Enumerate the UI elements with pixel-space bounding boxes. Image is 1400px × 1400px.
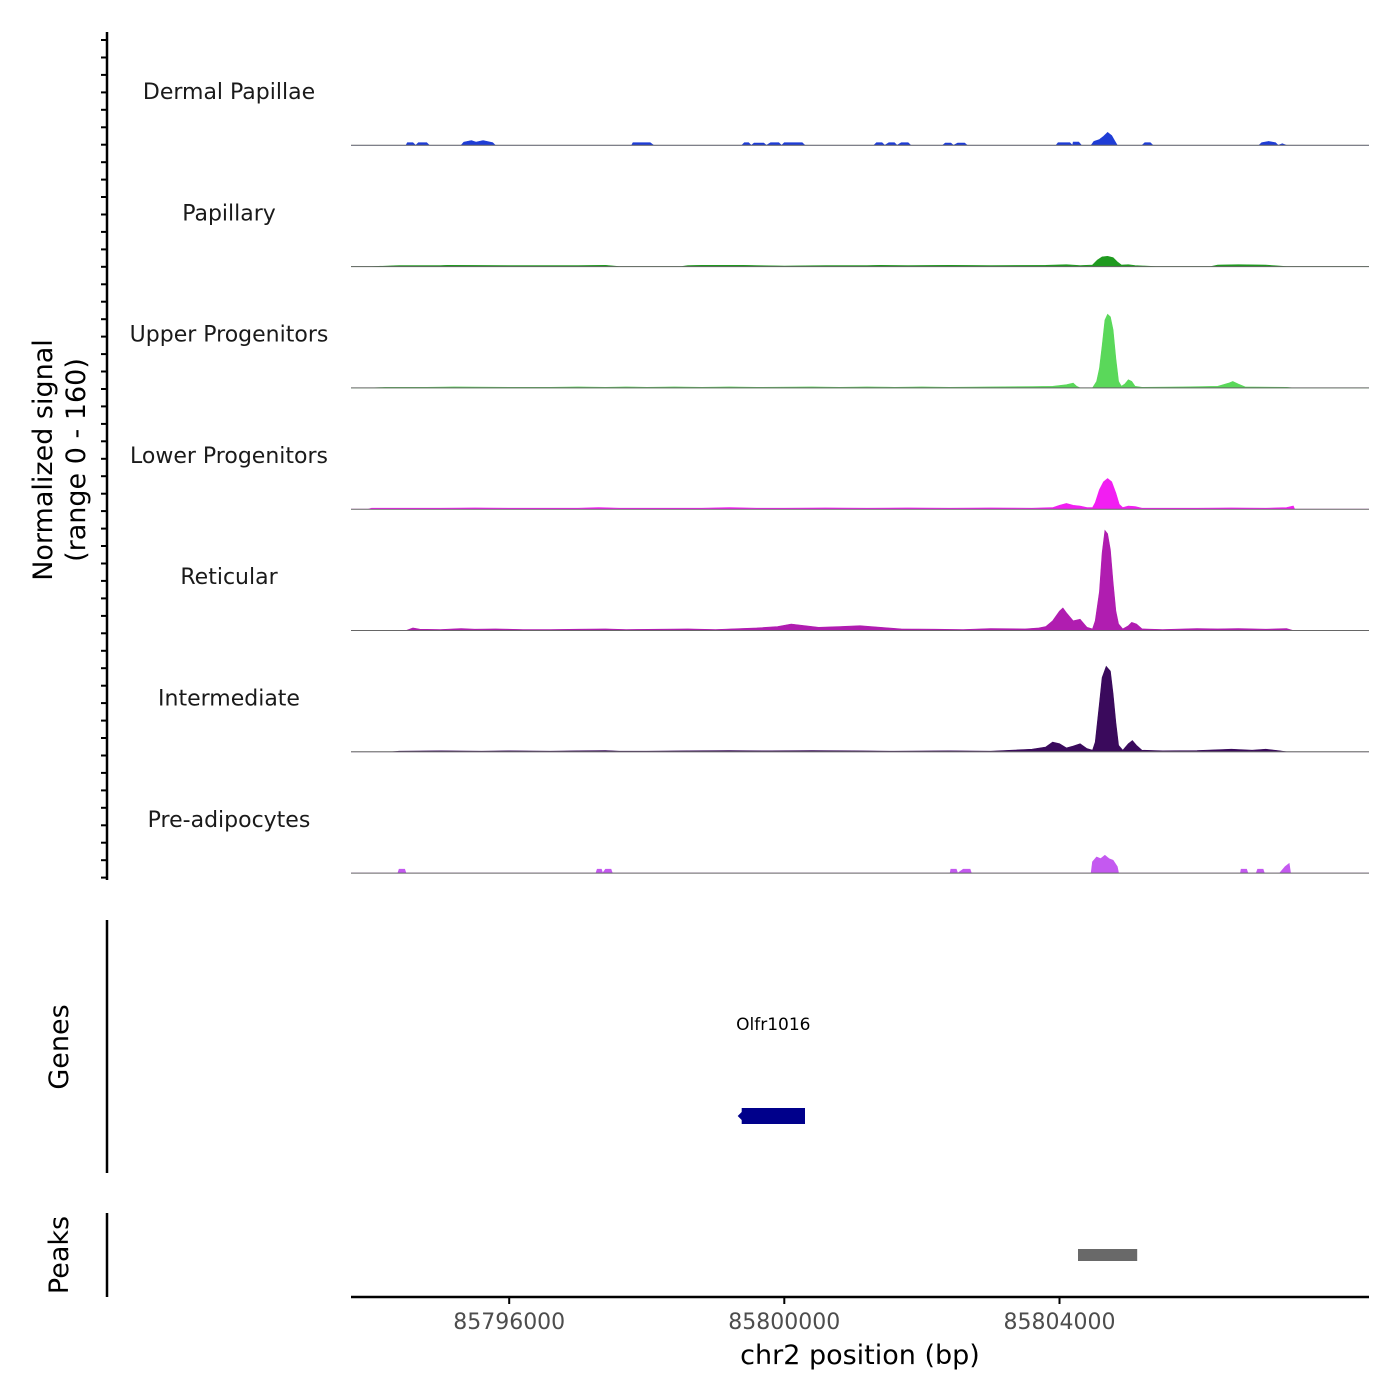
peaks-track-title: Peaks	[44, 1216, 75, 1294]
coverage-area-2	[351, 313, 1369, 389]
gene-annotations: Olfr1016	[736, 1015, 810, 1124]
track-label: Papillary	[182, 201, 276, 226]
coverage-area-1	[351, 255, 1369, 267]
coverage-area-6	[351, 854, 1369, 874]
peak-region	[1078, 1249, 1138, 1261]
y-axis-title-range: (range 0 - 160)	[61, 358, 92, 562]
coverage-area-0	[351, 132, 1369, 146]
y-axis-title-main: Normalized signal	[28, 339, 59, 581]
gene-body	[741, 1108, 805, 1124]
x-axis-title: chr2 position (bp)	[740, 1340, 980, 1371]
coverage-area-5	[351, 665, 1369, 753]
x-tick-label: 85800000	[728, 1310, 840, 1335]
y-axis-title: Normalized signal (range 0 - 160)	[28, 339, 92, 581]
track-label: Intermediate	[158, 687, 300, 712]
peak-annotations	[1078, 1249, 1138, 1261]
track-label: Dermal Papillae	[143, 80, 315, 105]
track-label: Pre-adipocytes	[148, 808, 311, 833]
coverage-area-4	[351, 529, 1369, 631]
track-label: Lower Progenitors	[130, 444, 328, 469]
x-axis-ticks: 85796000 85800000 85804000	[453, 1297, 1115, 1335]
coverage-y-axis-ticks	[101, 39, 107, 879]
x-tick-label: 85796000	[453, 1310, 565, 1335]
gene-label: Olfr1016	[736, 1015, 810, 1035]
gene-strand-arrow	[737, 1110, 744, 1122]
coverage-tracks: Dermal Papillae Papillary Upper Progenitor…	[130, 80, 1369, 874]
x-tick-label: 85804000	[1004, 1310, 1116, 1335]
genes-track-title: Genes	[44, 1004, 75, 1089]
track-label: Reticular	[180, 565, 278, 590]
coverage-area-3	[351, 478, 1369, 510]
track-label: Upper Progenitors	[130, 323, 329, 348]
